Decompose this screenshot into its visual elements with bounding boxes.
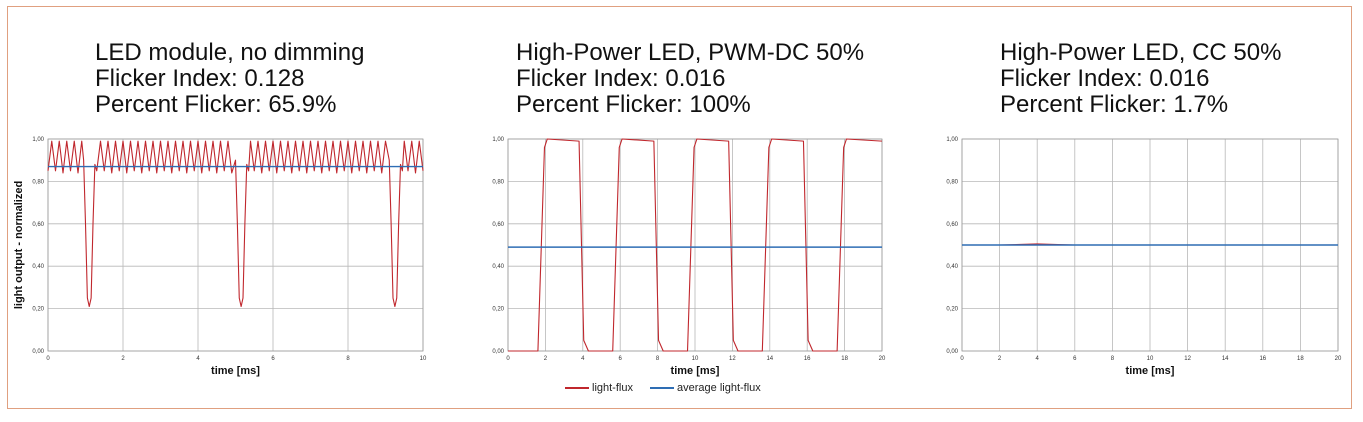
x-tick-label: 6	[271, 356, 275, 362]
y-tick-label: 0,40	[946, 264, 958, 270]
chart-3-title-line-3: Percent Flicker: 1.7%	[1000, 91, 1229, 118]
chart-1-title-line-1: LED module, no dimming	[95, 39, 365, 66]
y-tick-label: 0,00	[492, 349, 504, 355]
x-tick-label: 4	[581, 356, 585, 362]
chart-1-title-line-2: Flicker Index: 0.128	[95, 65, 305, 92]
chart-3-title-line-1: High-Power LED, CC 50%	[1000, 39, 1282, 66]
chart-2-title-line-3: Percent Flicker: 100%	[516, 91, 751, 118]
x-axis-label: time [ms]	[671, 365, 720, 377]
x-tick-label: 16	[804, 356, 811, 362]
legend-swatch-light-flux	[565, 387, 589, 390]
x-tick-label: 14	[766, 356, 773, 362]
y-axis-label: light output - normalized	[13, 181, 25, 309]
chart-1-title-line-3: Percent Flicker: 65.9%	[95, 91, 337, 118]
x-tick-label: 0	[46, 356, 50, 362]
y-tick-label: 0,80	[492, 179, 504, 185]
chart-3-title: High-Power LED, CC 50% Flicker Index: 0.…	[1000, 40, 1281, 118]
chart-led-module: 0 2 4 6 8 10 0,00 0,20 0,40 0,60 0,80 1,00 time [ms]…	[13, 137, 427, 377]
legend-item-light-flux: light-flux	[565, 382, 633, 394]
x-tick-label: 2	[998, 356, 1002, 362]
legend-label-average-light-flux: average light-flux	[677, 382, 761, 394]
y-tick-label: 1,00	[946, 137, 958, 143]
x-tick-label: 20	[1335, 356, 1342, 362]
y-tick-label: 0,20	[32, 307, 44, 313]
plot-area-border	[47, 138, 424, 352]
figure-frame	[7, 6, 1352, 409]
x-tick-label: 16	[1259, 356, 1266, 362]
x-tick-label: 10	[1147, 356, 1154, 362]
x-tick-label: 20	[879, 356, 886, 362]
x-tick-label: 4	[1036, 356, 1040, 362]
y-tick-label: 0,80	[946, 179, 958, 185]
x-tick-label: 8	[656, 356, 660, 362]
chart-pwm-dc: 0 2 4 6 8 10 12 14 16 18 20 0,00 0,20 0,40 0,60 0,80 1,0…	[492, 137, 886, 377]
x-tick-label: 8	[1111, 356, 1115, 362]
legend-swatch-average-light-flux	[650, 387, 675, 390]
y-tick-label: 0,60	[946, 222, 958, 228]
x-tick-label: 0	[506, 356, 510, 362]
y-tick-label: 0,40	[32, 264, 44, 270]
chart-cc: 0 2 4 6 8 10 12 14 16 18 20 0,00 0,20 0,40 0,60 0,80 1,0…	[946, 137, 1342, 377]
x-tick-label: 10	[420, 356, 427, 362]
chart-1-title: LED module, no dimming Flicker Index: 0.…	[95, 40, 364, 118]
y-tick-label: 0,00	[32, 349, 44, 355]
plot-area-border	[507, 138, 883, 352]
y-tick-label: 0,60	[32, 222, 44, 228]
chart-2-title-line-1: High-Power LED, PWM-DC 50%	[516, 39, 865, 66]
y-tick-label: 0,20	[946, 307, 958, 313]
x-tick-label: 12	[1184, 356, 1191, 362]
x-tick-label: 0	[960, 356, 964, 362]
x-tick-label: 6	[619, 356, 623, 362]
y-tick-label: 1,00	[492, 137, 504, 143]
chart-2-title: High-Power LED, PWM-DC 50% Flicker Index…	[516, 40, 864, 118]
x-axis-label: time [ms]	[1126, 365, 1175, 377]
y-tick-label: 0,80	[32, 179, 44, 185]
x-tick-label: 18	[841, 356, 848, 362]
chart-2-title-line-2: Flicker Index: 0.016	[516, 65, 726, 92]
x-axis-label: time [ms]	[211, 365, 260, 377]
x-tick-label: 18	[1297, 356, 1304, 362]
y-tick-label: 0,60	[492, 222, 504, 228]
y-tick-label: 1,00	[32, 137, 44, 143]
x-tick-label: 10	[692, 356, 699, 362]
x-tick-label: 8	[346, 356, 350, 362]
chart-3-title-line-2: Flicker Index: 0.016	[1000, 65, 1210, 92]
y-tick-label: 0,20	[492, 307, 504, 313]
series-light-flux-line	[47, 140, 424, 308]
x-tick-label: 12	[729, 356, 736, 362]
x-tick-label: 2	[121, 356, 125, 362]
legend-item-average-light-flux: average light-flux	[650, 382, 761, 394]
y-tick-label: 0,40	[492, 264, 504, 270]
series-light-flux-line	[508, 138, 883, 352]
x-tick-label: 2	[544, 356, 548, 362]
x-tick-label: 4	[196, 356, 200, 362]
x-tick-label: 14	[1222, 356, 1229, 362]
y-tick-label: 0,00	[946, 349, 958, 355]
x-tick-label: 6	[1073, 356, 1077, 362]
legend-label-light-flux: light-flux	[592, 382, 633, 394]
legend: light-flux average light-flux	[565, 382, 775, 394]
